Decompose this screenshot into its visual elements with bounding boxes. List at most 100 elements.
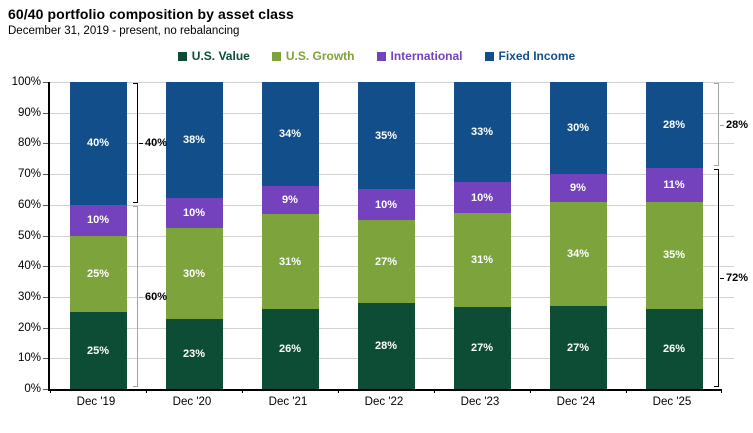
x-axis-tick xyxy=(338,389,339,393)
chart-subtitle: December 31, 2019 - present, no rebalanc… xyxy=(8,25,240,37)
annotation-label: 28% xyxy=(726,118,749,131)
bar-data-label: 31% xyxy=(278,255,302,268)
bar-data-label: 26% xyxy=(662,343,686,356)
bar-data-label: 10% xyxy=(374,198,398,211)
bar-data-label: 10% xyxy=(470,191,494,204)
legend-label: International xyxy=(390,49,463,63)
y-axis-tick xyxy=(43,143,48,145)
bar-data-label: 33% xyxy=(470,126,494,139)
y-axis-tick xyxy=(43,235,48,237)
bar-data-label: 28% xyxy=(374,340,398,353)
stacked-bar: 27% 31% 10% 33% xyxy=(453,82,511,389)
bar-segment: 10% xyxy=(357,189,415,221)
y-axis-label: 90% xyxy=(17,106,41,119)
x-axis-labels: Dec '19 Dec '20 Dec '21 Dec '22 Dec '23 Dec '… xyxy=(48,396,720,408)
bar-segment: 33% xyxy=(453,82,511,183)
bar-segment: 35% xyxy=(645,201,703,310)
bracket-icon xyxy=(714,83,719,167)
bar-data-label: 28% xyxy=(662,119,686,131)
annotation-label: 60% xyxy=(145,290,168,303)
x-axis-tick xyxy=(242,389,243,393)
bar-data-label: 27% xyxy=(566,341,590,354)
y-axis-tick xyxy=(43,112,48,114)
bar-data-label: 35% xyxy=(374,129,398,142)
stacked-bar: 27% 34% 9% 30% xyxy=(549,82,607,389)
stacked-bar: 26% 35% 11% 28% xyxy=(645,82,703,389)
bar-segment: 26% xyxy=(261,309,319,389)
legend-label: U.S. Growth xyxy=(285,49,355,63)
bar-data-label: 31% xyxy=(470,253,494,266)
bar-column: 26% 31% 9% 34% xyxy=(242,82,338,389)
bar-segment: 35% xyxy=(357,82,415,190)
bar-data-label: 9% xyxy=(570,181,586,194)
annotation: 28% xyxy=(714,83,748,167)
y-axis-label: 50% xyxy=(17,229,41,242)
bar-column: 26% 35% 11% 28% xyxy=(626,82,722,389)
bar-segment: 10% xyxy=(69,204,127,236)
x-axis-tick xyxy=(626,389,627,393)
bar-column: 23% 30% 10% 38% xyxy=(146,82,242,389)
bar-data-label: 30% xyxy=(182,267,206,280)
y-axis-label: 0% xyxy=(24,383,41,395)
stacked-bar: 26% 31% 9% 34% xyxy=(261,82,319,389)
bar-data-label: 27% xyxy=(374,255,398,268)
bar-segment: 10% xyxy=(165,197,223,228)
y-axis-tick xyxy=(43,266,48,268)
legend: U.S. Value U.S. Growth International Fixed … xyxy=(0,49,753,63)
bar-column: 27% 31% 10% 33% xyxy=(434,82,530,389)
y-axis-tick xyxy=(43,358,48,360)
x-axis-tick xyxy=(50,389,51,393)
y-axis-tick xyxy=(43,204,48,206)
legend-item: Fixed Income xyxy=(484,49,575,63)
legend-item: International xyxy=(376,49,463,63)
bar-segment: 30% xyxy=(549,82,607,175)
bars: 25% 25% 10% 40% 23% 30% 10% 38% 26% 31% 9% 34% 28% 27… xyxy=(50,82,722,389)
bar-segment: 28% xyxy=(645,82,703,168)
bracket-icon xyxy=(133,83,138,204)
bar-segment: 25% xyxy=(69,312,127,389)
chart-title: 60/40 portfolio composition by asset cla… xyxy=(8,6,294,22)
y-axis-label: 60% xyxy=(17,198,41,211)
y-axis-label: 40% xyxy=(17,260,41,273)
stacked-bar: 25% 25% 10% 40% xyxy=(69,82,127,389)
bar-data-label: 34% xyxy=(566,247,590,260)
bar-data-label: 34% xyxy=(278,128,302,141)
legend-swatch-icon xyxy=(484,51,494,61)
annotation-label: 40% xyxy=(145,137,168,150)
bar-segment: 11% xyxy=(645,167,703,202)
y-axis-label: 80% xyxy=(17,137,41,150)
x-axis-label: Dec '25 xyxy=(652,396,692,408)
bar-segment: 34% xyxy=(549,201,607,307)
annotation-label: 72% xyxy=(726,272,749,285)
x-axis-label: Dec '19 xyxy=(76,396,116,408)
legend-item: U.S. Growth xyxy=(271,49,355,63)
y-axis-label: 100% xyxy=(11,76,41,88)
bar-data-label: 10% xyxy=(182,206,206,219)
leader-line xyxy=(720,278,724,280)
x-axis-tick xyxy=(721,389,722,393)
x-axis-label: Dec '20 xyxy=(172,396,212,408)
bar-data-label: 25% xyxy=(86,267,110,280)
y-axis-label: 10% xyxy=(17,352,41,365)
bar-segment: 31% xyxy=(453,212,511,307)
bar-segment: 34% xyxy=(261,82,319,187)
bar-column: 27% 34% 9% 30% xyxy=(530,82,626,389)
leader-line xyxy=(720,124,724,126)
legend-swatch-icon xyxy=(177,51,187,61)
y-axis-tick xyxy=(43,327,48,329)
legend-swatch-icon xyxy=(376,51,386,61)
x-axis-label: Dec '22 xyxy=(364,396,404,408)
x-axis-label: Dec '23 xyxy=(460,396,500,408)
y-axis-tick xyxy=(43,296,48,298)
bar-segment: 28% xyxy=(357,303,415,389)
bar-segment: 9% xyxy=(261,186,319,215)
bar-segment: 23% xyxy=(165,319,223,389)
bar-data-label: 40% xyxy=(86,137,110,150)
bar-segment: 27% xyxy=(357,220,415,304)
x-axis-tick xyxy=(530,389,531,393)
x-axis-tick xyxy=(146,389,147,393)
annotation: 40% xyxy=(133,83,167,204)
bar-segment: 38% xyxy=(165,82,223,198)
bar-data-label: 25% xyxy=(86,344,110,357)
